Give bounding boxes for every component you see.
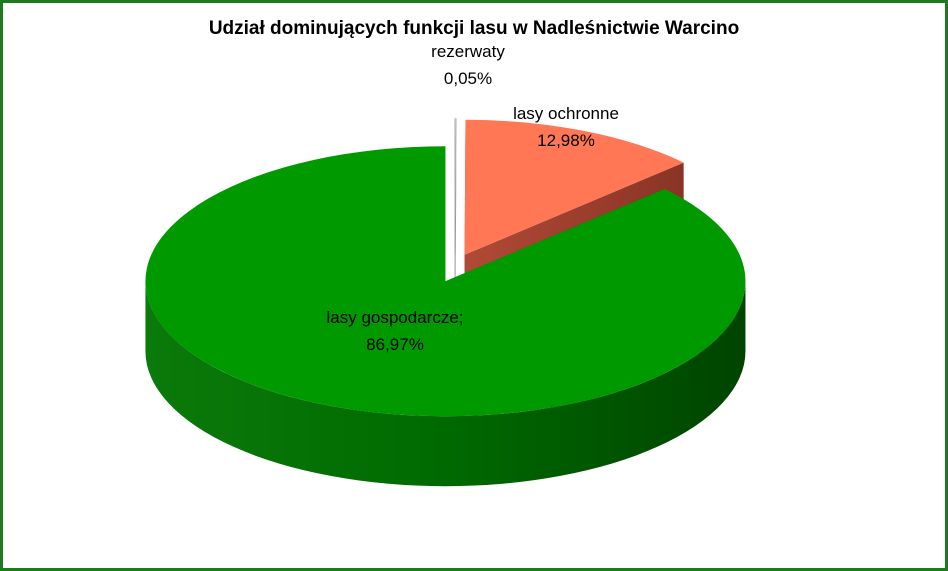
category-label: lasy ochronne [513,104,619,123]
data-labels: rezerwaty 0,05% lasy ochronne 12,98% lasy go… [326,42,618,354]
data-label: lasy gospodarcze; 86,97% [326,308,463,354]
value-label: 86,97% [366,335,424,354]
value-label: 12,98% [537,131,595,150]
value-label: 0,05% [444,69,492,88]
category-label: lasy gospodarcze; [326,308,463,327]
slice [454,118,457,254]
chart-title: Udział dominujących funkcji lasu w Nadle… [209,18,739,39]
pie-tops [145,118,746,417]
category-label: rezerwaty [431,42,505,61]
slice [464,119,684,255]
data-label: lasy ochronne 12,98% [513,104,619,150]
data-label: rezerwaty 0,05% [431,42,505,88]
slice [145,146,746,417]
slice-outer-wall [145,281,746,487]
